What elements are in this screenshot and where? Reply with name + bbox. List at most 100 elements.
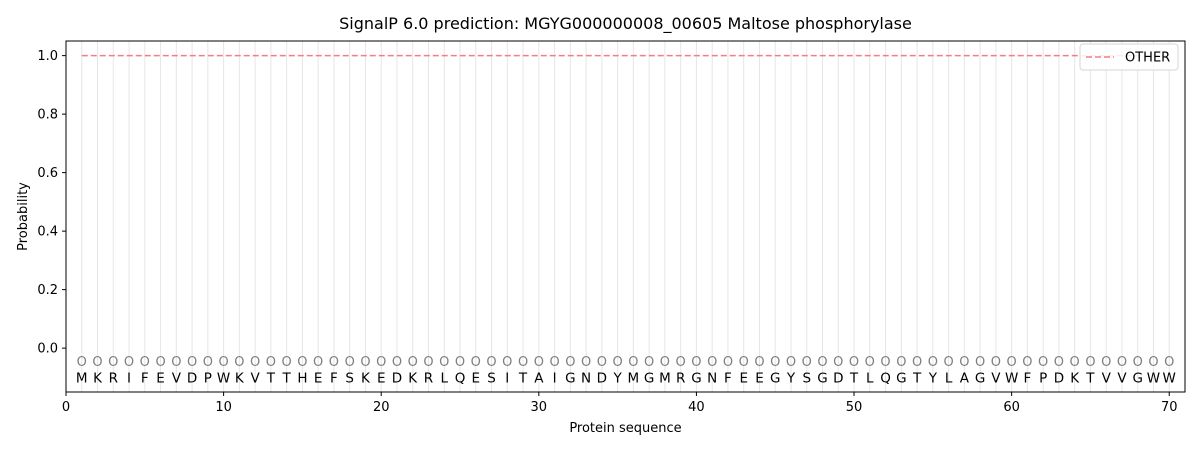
residue-marker: O: [360, 355, 370, 370]
residue-marker: O: [486, 355, 496, 370]
y-tick-label: 0.0: [37, 342, 58, 357]
residue-marker: O: [928, 355, 938, 370]
residue-marker: O: [108, 355, 118, 370]
residue-label: L: [945, 370, 953, 386]
residue-marker: O: [1085, 355, 1095, 370]
residue-marker: O: [155, 355, 165, 370]
x-tick-label: 50: [846, 400, 863, 415]
residue-marker: O: [1101, 355, 1111, 370]
residue-label: H: [297, 370, 307, 386]
residue-label: E: [472, 370, 481, 386]
residue-label: V: [172, 370, 182, 386]
residue-marker: O: [187, 355, 197, 370]
residue-label: T: [849, 370, 859, 386]
residue-label: T: [912, 370, 922, 386]
residue-label: D: [392, 370, 402, 386]
residue-label: M: [628, 370, 640, 386]
residue-label: E: [755, 370, 764, 386]
residue-label: R: [424, 370, 433, 386]
residue-marker: O: [518, 355, 528, 370]
residue-marker: O: [991, 355, 1001, 370]
x-axis-ticks: 0 10 20 30 40 50 60 70: [62, 392, 1178, 415]
residue-marker: O: [896, 355, 906, 370]
residue-marker: O: [739, 355, 749, 370]
residue-label: P: [204, 370, 212, 386]
residue-marker: O: [549, 355, 559, 370]
residue-label: V: [251, 370, 261, 386]
legend-label: OTHER: [1125, 51, 1170, 66]
residue-label: G: [565, 370, 575, 386]
residue-marker: O: [1133, 355, 1143, 370]
residue-label: F: [141, 370, 149, 386]
residue-marker: O: [1022, 355, 1032, 370]
residue-label: G: [644, 370, 654, 386]
residue-label: D: [1054, 370, 1064, 386]
residue-marker: O: [392, 355, 402, 370]
residue-label: K: [93, 370, 103, 386]
residue-label: I: [127, 370, 131, 386]
residue-marker: O: [723, 355, 733, 370]
residue-label: A: [960, 370, 970, 386]
residue-marker: O: [833, 355, 843, 370]
residue-label: G: [1132, 370, 1142, 386]
residue-marker: O: [282, 355, 292, 370]
residue-label: A: [534, 370, 544, 386]
residue-marker: O: [218, 355, 228, 370]
y-axis-ticks: 0.0 0.2 0.4 0.6 0.8 1.0: [37, 49, 66, 357]
plot-frame: [65, 40, 1186, 393]
residue-marker: O: [140, 355, 150, 370]
residue-marker: O: [660, 355, 670, 370]
legend: OTHER: [1079, 43, 1179, 71]
residue-marker: O: [171, 355, 181, 370]
residue-label: W: [1005, 370, 1018, 386]
residue-label: R: [109, 370, 118, 386]
x-tick-label: 0: [62, 400, 70, 415]
residue-marker: O: [786, 355, 796, 370]
residue-label: G: [817, 370, 827, 386]
residue-label: Q: [455, 370, 466, 386]
residue-label: K: [1070, 370, 1080, 386]
residue-marker: O: [676, 355, 686, 370]
x-tick-label: 60: [1003, 400, 1020, 415]
residue-marker: O: [455, 355, 465, 370]
residue-label: L: [440, 370, 448, 386]
residue-label: G: [691, 370, 701, 386]
y-axis-label: Probability: [16, 182, 31, 251]
residue-marker: O: [770, 355, 780, 370]
residue-marker: O: [77, 355, 87, 370]
residue-marker: O: [1148, 355, 1158, 370]
y-tick-label: 0.4: [37, 225, 58, 240]
residue-marker: O: [1038, 355, 1048, 370]
residue-label: K: [235, 370, 245, 386]
residue-label: D: [833, 370, 843, 386]
residue-marker: O: [124, 355, 134, 370]
residue-label: G: [975, 370, 985, 386]
x-tick-label: 10: [215, 400, 232, 415]
residue-label: N: [581, 370, 591, 386]
residue-marker: O: [502, 355, 512, 370]
residue-label: I: [505, 370, 509, 386]
x-tick-label: 30: [531, 400, 548, 415]
residue-marker: O: [817, 355, 827, 370]
residue-marker: O: [959, 355, 969, 370]
residue-label: M: [659, 370, 671, 386]
residue-marker: O: [1164, 355, 1174, 370]
residue-label: N: [707, 370, 717, 386]
residue-marker: O: [849, 355, 859, 370]
residue-label: I: [553, 370, 557, 386]
residue-label: G: [770, 370, 780, 386]
residue-marker: O: [565, 355, 575, 370]
residue-label: Y: [786, 370, 796, 386]
residue-marker: O: [802, 355, 812, 370]
residue-marker: O: [313, 355, 323, 370]
residue-marker: O: [754, 355, 764, 370]
y-tick-label: 0.2: [37, 283, 58, 298]
residue-marker: O: [471, 355, 481, 370]
residue-label: V: [1102, 370, 1112, 386]
residue-label: T: [1085, 370, 1095, 386]
residue-label: S: [345, 370, 354, 386]
residue-label: F: [724, 370, 732, 386]
